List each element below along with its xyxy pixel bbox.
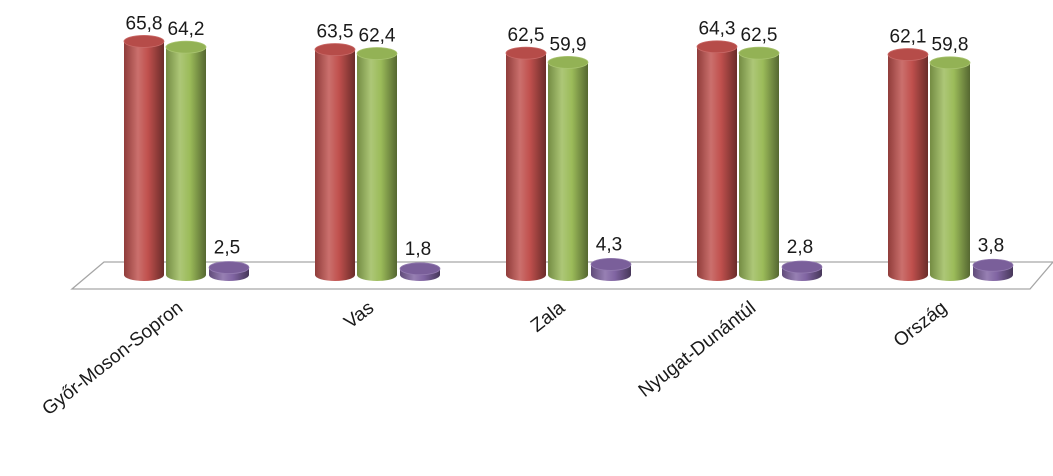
category-label: Nyugat-Dunántúl xyxy=(635,297,760,401)
data-label: 62,5 xyxy=(508,25,545,46)
category-label: Győr-Moson-Sopron xyxy=(39,297,188,420)
bar-top xyxy=(208,261,250,274)
bar-body xyxy=(930,62,970,282)
bar-series3-3 xyxy=(781,260,823,281)
bar-series3-4 xyxy=(972,258,1014,281)
bar-series3-2 xyxy=(590,257,632,281)
bar-top xyxy=(165,40,207,54)
bar-series1-2 xyxy=(505,46,547,282)
data-label: 64,3 xyxy=(699,19,736,40)
data-label: 64,2 xyxy=(168,19,205,40)
data-label: 63,5 xyxy=(317,22,354,43)
bar-body xyxy=(506,53,546,282)
category-labels-layer: Győr-Moson-Sopron Vas Zala Nyugat-Dunántúl O… xyxy=(39,297,952,420)
bar-top xyxy=(972,258,1014,272)
bar-top xyxy=(929,56,971,70)
bar-top xyxy=(781,260,823,274)
data-label: 4,3 xyxy=(596,234,622,255)
data-label: 1,8 xyxy=(405,239,431,260)
bar-body xyxy=(697,46,737,281)
category-label: Zala xyxy=(527,297,569,337)
bar-body xyxy=(888,54,928,281)
category-label: Ország xyxy=(890,297,951,351)
bar-body xyxy=(124,41,164,281)
data-label: 62,4 xyxy=(359,25,396,46)
data-label: 62,5 xyxy=(741,25,778,46)
bar-body xyxy=(315,49,355,281)
bar-top xyxy=(356,47,398,60)
bar-series1-3 xyxy=(696,40,738,281)
bar-series1-0 xyxy=(123,35,165,281)
bar-series2-0 xyxy=(165,40,207,281)
bar-series1-1 xyxy=(314,43,356,281)
bar-series2-3 xyxy=(738,46,780,282)
bar-top xyxy=(590,257,632,271)
bar-top xyxy=(314,43,356,56)
bar-series2-2 xyxy=(547,55,589,281)
bar-top xyxy=(123,35,165,48)
bar-body xyxy=(739,53,779,282)
data-label: 65,8 xyxy=(126,13,163,34)
category-label: Vas xyxy=(340,297,378,333)
data-label: 2,8 xyxy=(787,237,813,258)
bar-body xyxy=(166,47,206,281)
data-label: 3,8 xyxy=(978,235,1004,256)
bar-top xyxy=(887,48,929,61)
bar-series2-1 xyxy=(356,47,398,281)
bar-series3-1 xyxy=(399,262,441,281)
bar-series2-4 xyxy=(929,56,971,282)
bar-top xyxy=(696,40,738,54)
bar-series3-0 xyxy=(208,261,250,281)
bar-body xyxy=(548,62,588,281)
bar-top xyxy=(547,55,589,69)
bar-top xyxy=(399,262,441,276)
data-labels-layer: 65,8 64,22,563,5 62,41,862,5 59,94,364,3 62,… xyxy=(126,13,1005,259)
bars-layer xyxy=(123,35,1014,282)
data-label: 62,1 xyxy=(890,27,927,48)
bar-top xyxy=(738,46,780,60)
bar-body xyxy=(357,53,397,281)
data-label: 2,5 xyxy=(214,238,240,259)
bar-series1-4 xyxy=(887,48,929,281)
data-label: 59,9 xyxy=(550,34,587,55)
bar-top xyxy=(505,46,547,60)
data-label: 59,8 xyxy=(932,35,969,56)
